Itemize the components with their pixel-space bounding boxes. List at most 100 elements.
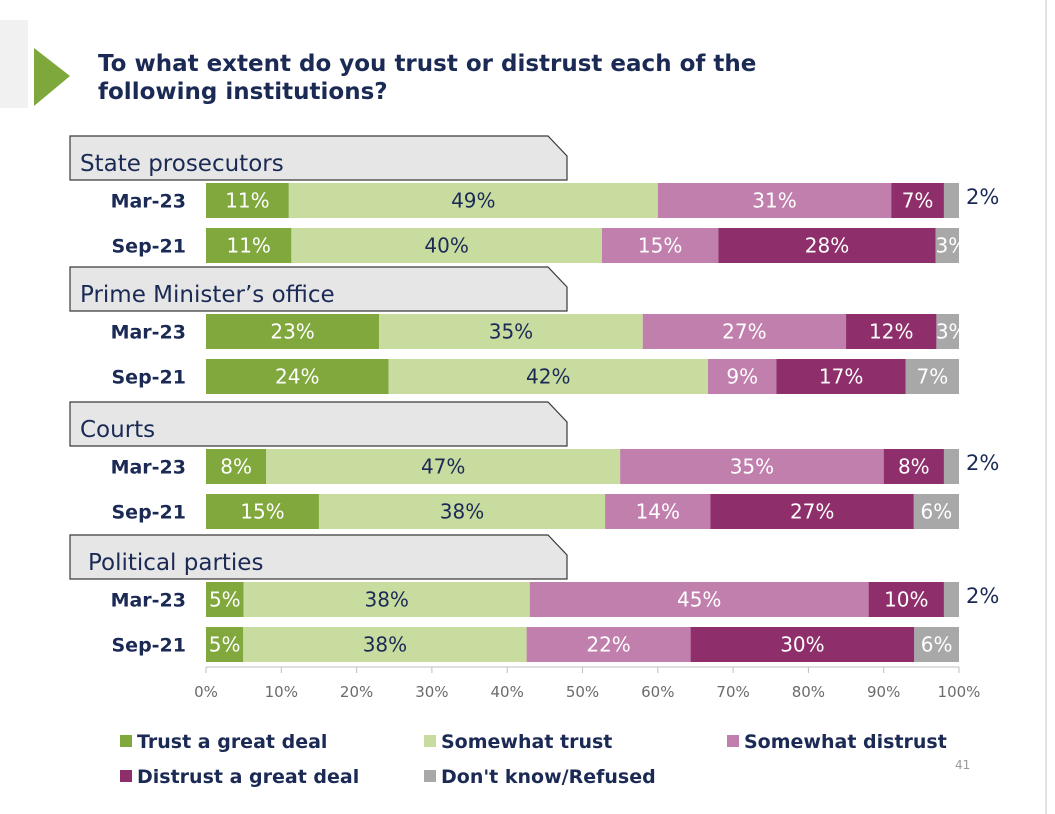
data-label: 8% [898, 455, 930, 479]
data-label: 6% [921, 633, 953, 657]
bar-row-label: Mar-23 [111, 590, 186, 612]
bar-row-label: Sep-21 [112, 367, 187, 389]
data-label: 31% [752, 189, 796, 213]
bar-segment [935, 228, 959, 263]
data-label: 42% [526, 365, 570, 389]
play-arrow-icon [34, 48, 70, 106]
bar-segment [529, 582, 869, 617]
data-label: 2% [966, 451, 999, 475]
bar-row-label: Mar-23 [111, 322, 186, 344]
data-label: 7% [917, 365, 949, 389]
data-label: 30% [780, 633, 824, 657]
x-tick-label: 20% [340, 683, 373, 701]
x-tick-label: 30% [415, 683, 448, 701]
legend-swatch [120, 735, 132, 747]
legend-label: Don't know/Refused [441, 766, 656, 788]
bar-segment [601, 228, 719, 263]
data-label: 17% [819, 365, 863, 389]
bar-row-label: Sep-21 [112, 236, 187, 258]
data-label: 23% [270, 320, 314, 344]
bar-segment [206, 582, 244, 617]
bar-segment [206, 314, 380, 349]
bar-segment [379, 314, 643, 349]
x-tick-label: 60% [641, 683, 674, 701]
legend-swatch [424, 770, 436, 782]
data-label: 8% [220, 455, 252, 479]
data-label: 5% [209, 588, 241, 612]
legend-label: Trust a great deal [137, 731, 328, 753]
bar-segment [883, 449, 944, 484]
data-label: 11% [226, 234, 270, 258]
data-label: 38% [440, 500, 484, 524]
data-label: 35% [489, 320, 533, 344]
bar-segment [243, 627, 527, 662]
bar-segment [605, 494, 711, 529]
data-label: 47% [421, 455, 465, 479]
data-label: 2% [966, 185, 999, 209]
bar-segment [206, 494, 319, 529]
bar-segment [690, 627, 915, 662]
data-label: 15% [240, 500, 284, 524]
data-label: 27% [790, 500, 834, 524]
bar-segment [943, 183, 959, 218]
x-tick-label: 0% [194, 683, 218, 701]
bar-row-label: Sep-21 [112, 635, 187, 657]
bar-segment [868, 582, 944, 617]
group-header-label: Courts [80, 417, 155, 443]
bar-segment [642, 314, 847, 349]
bar-row-label: Mar-23 [111, 191, 186, 213]
bar-segment [288, 183, 658, 218]
bar-segment [206, 627, 244, 662]
data-label: 38% [363, 633, 407, 657]
bar-segment [206, 359, 389, 394]
bar-segment [943, 449, 959, 484]
data-label: 45% [677, 588, 721, 612]
legend-swatch [424, 735, 436, 747]
data-label: 3% [935, 234, 967, 258]
bar-segment [913, 494, 959, 529]
bar-segment [206, 449, 267, 484]
bar-segment [943, 582, 959, 617]
legend-item-somewhat-trust: Somewhat trust [424, 731, 612, 753]
data-label: 24% [275, 365, 319, 389]
corner-shape [0, 20, 28, 108]
x-tick-label: 50% [566, 683, 599, 701]
group-header-box [69, 401, 568, 447]
corner-decoration [0, 20, 70, 108]
data-label: 38% [364, 588, 408, 612]
group-header-box [69, 534, 568, 580]
bar-row-label: Mar-23 [111, 457, 186, 479]
page-number: 41 [955, 758, 971, 772]
slide-title: To what extent do you trust or distrust … [98, 51, 757, 105]
data-label: 40% [424, 234, 468, 258]
bar-segment [291, 228, 602, 263]
x-tick-label: 40% [491, 683, 524, 701]
group-header-label: State prosecutors [80, 151, 284, 177]
page-frame-line [1045, 0, 1047, 814]
legend-swatch [120, 770, 132, 782]
legend-swatch [727, 735, 739, 747]
x-tick-label: 100% [938, 683, 981, 701]
bar-segment [914, 627, 959, 662]
data-label: 14% [636, 500, 680, 524]
data-label: 7% [902, 189, 934, 213]
legend-item-somewhat-distrust: Somewhat distrust [727, 731, 947, 753]
group-header-box [69, 135, 568, 181]
data-label: 35% [730, 455, 774, 479]
legend-item-trust-great-deal: Trust a great deal [120, 731, 327, 753]
bar-segment [318, 494, 606, 529]
bar-segment [266, 449, 621, 484]
data-label: 3% [936, 320, 968, 344]
data-label: 2% [966, 584, 999, 608]
data-label: 49% [451, 189, 495, 213]
bar-segment [388, 359, 708, 394]
group-header-box [69, 266, 568, 312]
legend-label: Somewhat trust [441, 731, 613, 753]
bar-segment [936, 314, 959, 349]
data-label: 5% [209, 633, 241, 657]
data-label: 12% [869, 320, 913, 344]
data-label: 22% [586, 633, 630, 657]
data-label: 10% [884, 588, 928, 612]
bar-segment [846, 314, 937, 349]
